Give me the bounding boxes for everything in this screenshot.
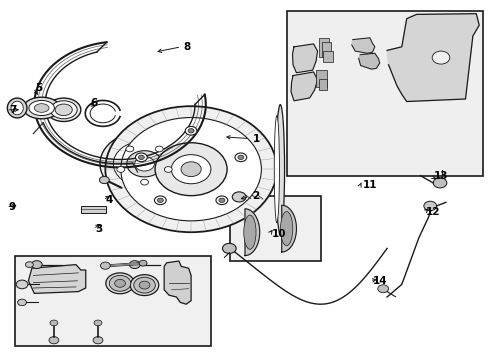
Circle shape <box>100 262 110 269</box>
FancyBboxPatch shape <box>81 206 106 213</box>
Circle shape <box>135 153 147 162</box>
Bar <box>15 256 211 346</box>
Bar <box>318 79 327 90</box>
Circle shape <box>121 117 262 221</box>
Polygon shape <box>245 209 260 256</box>
Bar <box>230 196 321 261</box>
Ellipse shape <box>109 275 131 291</box>
Polygon shape <box>28 265 86 293</box>
Circle shape <box>219 198 225 202</box>
Ellipse shape <box>130 275 159 296</box>
Circle shape <box>432 51 450 64</box>
Circle shape <box>141 179 148 185</box>
Polygon shape <box>291 72 318 101</box>
Text: 3: 3 <box>96 224 103 234</box>
Polygon shape <box>352 38 375 53</box>
Text: 8: 8 <box>184 42 191 52</box>
Ellipse shape <box>244 215 256 249</box>
Polygon shape <box>282 205 296 252</box>
Text: 10: 10 <box>272 229 287 239</box>
Circle shape <box>185 126 197 135</box>
Bar <box>318 37 329 57</box>
Bar <box>322 42 331 57</box>
Bar <box>316 71 327 86</box>
Circle shape <box>238 155 244 159</box>
Polygon shape <box>387 14 479 102</box>
Ellipse shape <box>47 98 81 122</box>
Circle shape <box>105 106 277 232</box>
Circle shape <box>50 320 58 326</box>
Ellipse shape <box>29 100 54 116</box>
Ellipse shape <box>50 101 77 119</box>
Text: 11: 11 <box>363 180 377 190</box>
Text: 6: 6 <box>91 98 98 108</box>
Bar <box>323 51 333 62</box>
Polygon shape <box>164 261 191 304</box>
Circle shape <box>113 141 176 187</box>
Ellipse shape <box>276 105 285 234</box>
Circle shape <box>433 178 447 188</box>
Ellipse shape <box>24 97 60 119</box>
Bar <box>287 11 483 176</box>
Circle shape <box>154 196 166 204</box>
Text: 5: 5 <box>35 83 43 93</box>
Circle shape <box>181 162 201 177</box>
Circle shape <box>49 337 59 344</box>
Ellipse shape <box>115 279 125 287</box>
Ellipse shape <box>274 116 279 223</box>
Ellipse shape <box>280 211 293 246</box>
Ellipse shape <box>106 273 134 294</box>
Polygon shape <box>293 44 318 73</box>
Circle shape <box>155 143 227 196</box>
Text: 2: 2 <box>252 191 260 201</box>
Circle shape <box>127 151 162 177</box>
Circle shape <box>18 299 26 306</box>
Circle shape <box>157 198 163 202</box>
Ellipse shape <box>55 104 73 116</box>
Circle shape <box>139 260 147 266</box>
Circle shape <box>216 196 228 204</box>
Ellipse shape <box>134 277 155 293</box>
Circle shape <box>126 146 134 152</box>
Circle shape <box>232 192 246 202</box>
Circle shape <box>222 243 236 253</box>
Circle shape <box>99 176 109 184</box>
Circle shape <box>424 201 437 211</box>
Text: 7: 7 <box>9 105 16 115</box>
Text: 14: 14 <box>372 276 387 286</box>
Circle shape <box>135 157 154 171</box>
Text: 4: 4 <box>105 195 113 205</box>
Ellipse shape <box>11 101 24 115</box>
Circle shape <box>164 167 172 172</box>
Circle shape <box>129 261 140 269</box>
Circle shape <box>117 167 125 172</box>
Circle shape <box>94 320 102 326</box>
Circle shape <box>188 129 194 133</box>
Ellipse shape <box>7 98 27 118</box>
Text: 9: 9 <box>9 202 16 212</box>
Polygon shape <box>359 53 380 69</box>
Circle shape <box>100 131 189 197</box>
Ellipse shape <box>139 281 150 289</box>
Circle shape <box>138 155 144 159</box>
Circle shape <box>378 285 389 293</box>
Circle shape <box>172 155 211 184</box>
Text: 12: 12 <box>426 207 441 217</box>
Text: 1: 1 <box>252 134 260 144</box>
Ellipse shape <box>34 104 49 112</box>
Circle shape <box>235 153 247 162</box>
Circle shape <box>16 280 28 289</box>
Text: 13: 13 <box>434 171 448 181</box>
Circle shape <box>25 262 33 267</box>
Circle shape <box>155 146 163 152</box>
Circle shape <box>31 261 42 269</box>
Circle shape <box>93 337 103 344</box>
